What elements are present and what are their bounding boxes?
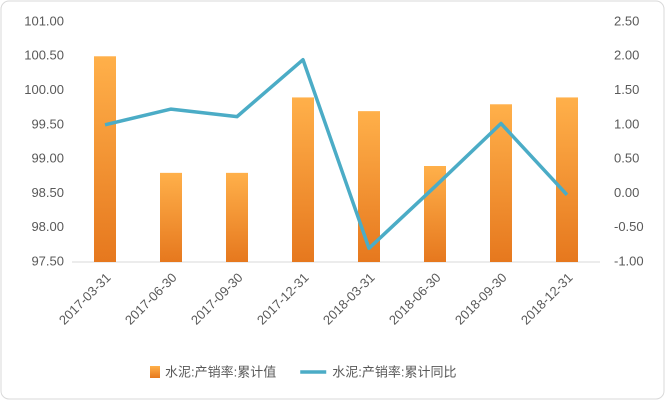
y2-tick-label: 1.50: [614, 82, 639, 97]
y-tick-label: 99.50: [31, 116, 64, 131]
y-tick-label: 98.00: [31, 219, 64, 234]
y-tick-label: 100.50: [24, 48, 64, 63]
y2-tick-label: 2.50: [614, 13, 639, 28]
y-tick-label: 97.50: [31, 253, 64, 268]
y-tick-label: 101.00: [24, 13, 64, 28]
y2-tick-label: 2.00: [614, 48, 639, 63]
bar: [358, 111, 380, 263]
y-tick-label: 99.00: [31, 151, 64, 166]
y2-tick-label: 1.00: [614, 116, 639, 131]
y2-tick-label: 0.00: [614, 185, 639, 200]
line: [104, 57, 569, 251]
bar: [490, 104, 512, 263]
legend-swatch: [150, 366, 160, 378]
bar: [292, 97, 314, 262]
bar: [556, 97, 578, 262]
y2-tick-label: 0.50: [614, 151, 639, 166]
bar: [94, 56, 116, 263]
legend-label: 水泥:产销率:累计值: [165, 364, 276, 379]
y2-tick-label: -0.50: [614, 219, 644, 234]
bar: [160, 172, 182, 262]
y-tick-label: 100.00: [24, 82, 64, 97]
y-tick-label: 98.50: [31, 185, 64, 200]
legend-label: 水泥:产销率:累计同比: [332, 364, 456, 379]
y2-tick-label: -1.00: [614, 253, 644, 268]
bar: [226, 172, 248, 262]
